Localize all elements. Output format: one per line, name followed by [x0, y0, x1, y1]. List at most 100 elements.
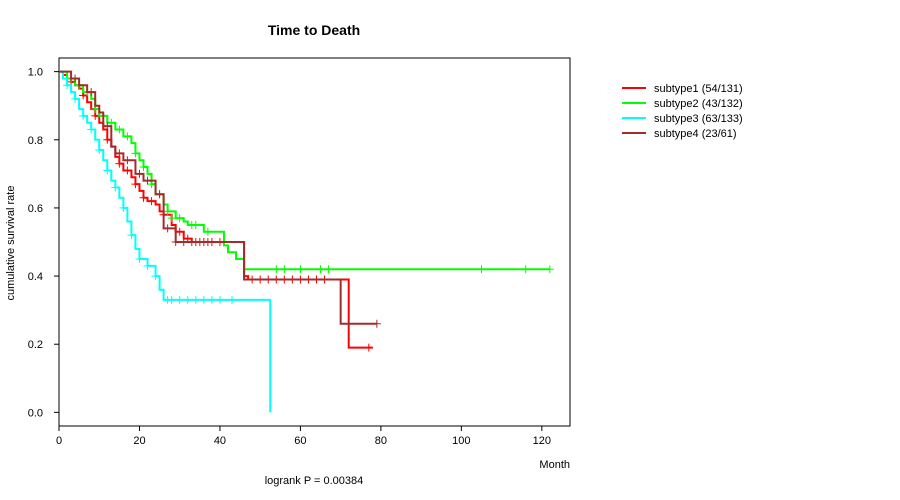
censor-mark	[131, 149, 140, 158]
chart-title: Time to Death	[268, 22, 360, 38]
y-tick-label: 0.8	[28, 135, 43, 147]
y-axis: 0.0 0.2 0.4 0.6 0.8 1.0	[28, 67, 59, 419]
censor-mark	[123, 156, 132, 165]
x-tick-label: 20	[133, 435, 145, 447]
censor-mark	[139, 163, 148, 172]
censor-mark	[191, 295, 200, 304]
censor-mark	[123, 166, 132, 175]
censor-mark	[103, 135, 112, 144]
censor-mark	[521, 265, 530, 274]
censor-mark	[103, 166, 112, 175]
x-axis: 0 20 40 60 80 100 120	[56, 426, 551, 447]
legend: subtype1 (54/131) subtype2 (43/132) subtyp…	[622, 83, 743, 140]
x-tick-label: 100	[452, 435, 470, 447]
censor-mark	[175, 227, 184, 236]
censor-mark	[372, 319, 381, 328]
censor-mark	[167, 214, 176, 223]
survival-curve-subtype1	[59, 70, 373, 352]
y-tick-label: 0.0	[28, 407, 43, 419]
censor-mark	[272, 265, 281, 274]
censor-mark	[79, 111, 88, 120]
censor-mark	[115, 149, 124, 158]
censor-mark	[296, 265, 305, 274]
censor-mark	[111, 183, 120, 192]
y-tick-label: 0.4	[28, 271, 43, 283]
censor-mark	[191, 220, 200, 229]
censor-mark	[179, 238, 188, 246]
censor-mark	[477, 265, 486, 274]
censor-mark	[228, 295, 237, 304]
legend-label: subtype3 (63/133)	[654, 113, 743, 125]
x-tick-label: 0	[56, 435, 62, 447]
x-tick-label: 60	[294, 435, 306, 447]
censor-mark	[63, 81, 72, 90]
censor-mark	[119, 203, 128, 212]
censor-mark	[280, 265, 289, 274]
censor-mark	[207, 295, 216, 304]
censor-mark	[135, 169, 144, 178]
censor-mark	[324, 265, 333, 274]
censor-mark	[175, 295, 184, 304]
censor-mark	[115, 159, 124, 168]
legend-label: subtype1 (54/131)	[654, 83, 743, 95]
censor-mark	[143, 261, 152, 270]
censor-mark	[203, 238, 212, 246]
survival-step-line	[59, 70, 373, 349]
survival-curve-subtype4	[59, 70, 381, 328]
censor-mark	[215, 295, 224, 304]
censor-mark	[139, 193, 148, 202]
censor-mark	[123, 132, 132, 141]
legend-item-subtype4: subtype4 (23/61)	[622, 128, 737, 140]
x-tick-label: 80	[375, 435, 387, 447]
censor-mark	[203, 227, 212, 236]
censor-mark	[115, 125, 124, 134]
logrank-annotation: logrank P = 0.00384	[265, 475, 364, 487]
survival-curve-subtype2	[59, 70, 554, 274]
censor-mark	[344, 319, 353, 328]
survival-curves	[59, 70, 554, 413]
censor-mark	[87, 125, 96, 134]
censor-mark	[167, 295, 176, 304]
censor-mark	[171, 238, 180, 246]
censor-mark	[545, 265, 554, 274]
legend-item-subtype1: subtype1 (54/131)	[622, 83, 743, 95]
censor-mark	[135, 255, 144, 264]
censor-mark	[155, 190, 164, 199]
censor-mark	[71, 74, 80, 83]
censor-mark	[195, 238, 204, 246]
censor-mark	[163, 207, 172, 216]
censor-mark	[127, 231, 136, 240]
y-axis-label: cumulative survival rate	[5, 186, 17, 301]
censor-mark	[87, 88, 96, 97]
censor-mark	[175, 214, 184, 223]
y-tick-label: 0.2	[28, 339, 43, 351]
x-axis-label: Month	[539, 459, 570, 471]
legend-item-subtype3: subtype3 (63/133)	[622, 113, 743, 125]
legend-item-subtype2: subtype2 (43/132)	[622, 98, 743, 110]
plot-frame	[58, 57, 571, 427]
survival-step-line	[59, 70, 377, 325]
censor-mark	[316, 265, 325, 274]
survival-step-line	[59, 70, 550, 271]
censor-mark	[71, 94, 80, 103]
censor-mark	[91, 111, 100, 120]
censor-mark	[103, 122, 112, 131]
survival-curve-subtype3	[59, 70, 272, 413]
censor-mark	[364, 343, 373, 352]
censor-mark	[199, 295, 208, 304]
censor-mark	[151, 272, 160, 281]
y-tick-label: 0.6	[28, 203, 43, 215]
censor-mark	[187, 238, 196, 246]
censor-mark	[183, 295, 192, 304]
x-tick-label: 40	[214, 435, 226, 447]
censor-mark	[163, 224, 172, 233]
censor-mark	[143, 176, 152, 185]
censor-mark	[131, 180, 140, 189]
y-tick-label: 1.0	[28, 67, 43, 79]
censor-mark	[95, 146, 104, 154]
censor-mark	[147, 197, 156, 206]
x-tick-label: 120	[533, 435, 551, 447]
legend-label: subtype4 (23/61)	[654, 128, 737, 140]
legend-label: subtype2 (43/132)	[654, 98, 743, 110]
